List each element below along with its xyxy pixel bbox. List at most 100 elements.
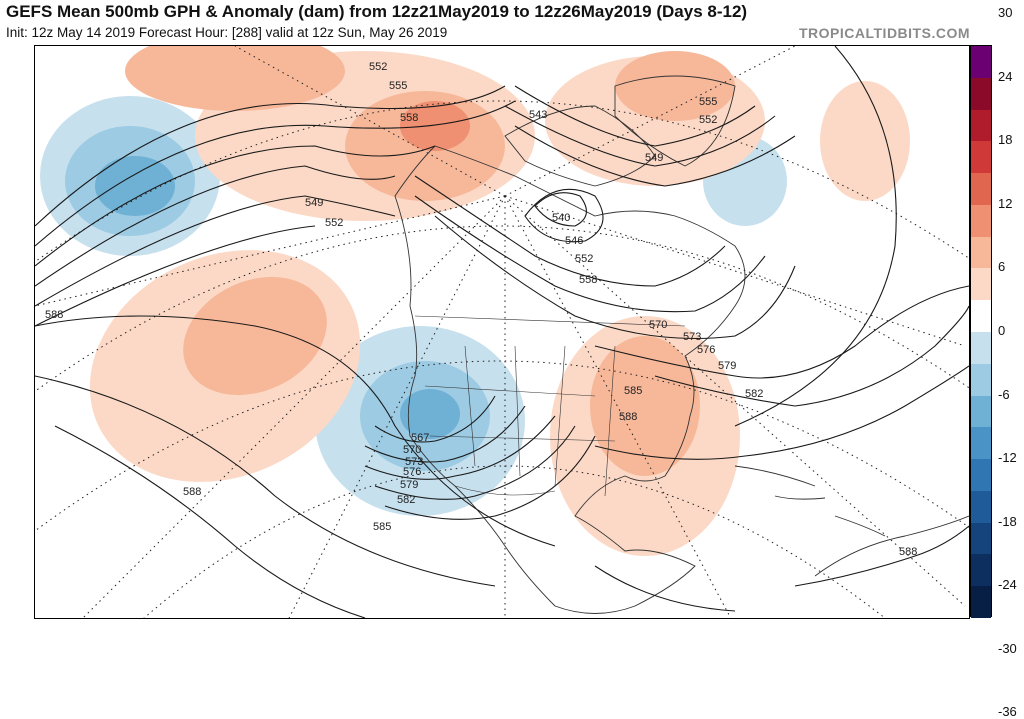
colorbar-segment [971, 173, 991, 206]
contour-label: 588 [183, 486, 201, 498]
longitude-line [82, 195, 506, 618]
contour-label: 570 [649, 319, 667, 331]
contour-line [794, 525, 969, 587]
colorbar-segment [971, 363, 991, 397]
colorbar-tick-label: 30 [998, 5, 1013, 21]
contour-label: 555 [389, 80, 407, 92]
contour-line [524, 188, 604, 243]
anomaly-colorbar [970, 45, 992, 619]
positive-anomaly-area [820, 81, 910, 201]
negative-anomaly-area [95, 156, 175, 216]
greenland-outline [614, 75, 736, 167]
contour-line [364, 415, 556, 480]
contour-line [434, 215, 796, 340]
contour-label: 552 [575, 253, 593, 265]
positive-anomaly-area [125, 46, 345, 111]
colorbar-segment [971, 490, 991, 524]
contour-label: 552 [325, 217, 343, 229]
contour-label: 576 [697, 344, 715, 356]
contour-line [35, 85, 506, 227]
contour-line [374, 425, 576, 500]
longitude-line [35, 195, 506, 307]
map-subtitle: Init: 12z May 14 2019 Forecast Hour: [28… [6, 25, 448, 40]
latitude-line [35, 100, 969, 263]
longitude-line [504, 195, 966, 607]
colorbar-tick-label: -24 [998, 577, 1017, 593]
contour-label: 546 [565, 235, 583, 247]
colorbar-segment [971, 554, 991, 587]
colorbar-tick-label: -18 [998, 513, 1017, 529]
contour-label: 576 [403, 466, 421, 478]
graticule [35, 46, 969, 618]
contour-line [514, 125, 796, 187]
contour-label: 558 [400, 112, 418, 124]
contour-label: 549 [645, 152, 663, 164]
contour-line [594, 565, 736, 612]
contour-line [414, 195, 766, 313]
positive-anomaly-area [590, 336, 700, 476]
anomaly-shading [40, 46, 910, 556]
colorbar-segment [971, 300, 991, 333]
weather-map: 552 555 558 549 552 543 540 546 552 558 … [35, 46, 969, 618]
contour-label: 549 [305, 197, 323, 209]
contour-line [734, 46, 897, 427]
colorbar-segment [971, 586, 991, 619]
contour-line [35, 375, 496, 587]
negative-anomaly-area [400, 389, 460, 439]
colorbar-segment [971, 46, 991, 79]
colorbar-segment [971, 236, 991, 269]
latitude-line [35, 360, 969, 532]
arctic-islands-outline [504, 105, 656, 187]
contour-line [594, 285, 969, 379]
contour-label: 582 [745, 388, 763, 400]
colorbar-tick-label: 6 [998, 259, 1006, 275]
contour-label: 585 [373, 521, 391, 533]
colorbar-tick-label: 18 [998, 132, 1013, 148]
contour-line [54, 425, 366, 618]
colorbar-tick-label: -36 [998, 704, 1017, 719]
height-contours [35, 46, 969, 618]
colorbar-segment [971, 459, 991, 492]
colorbar-tick-label: -12 [998, 450, 1017, 466]
coastlines [394, 75, 969, 614]
state-borders [424, 345, 616, 497]
south-america-outline [814, 515, 969, 577]
contour-label: 552 [699, 114, 717, 126]
colorbar-segment [971, 522, 991, 555]
caribbean-islands-outline [734, 465, 886, 537]
contour-label: 558 [579, 274, 597, 286]
brand-watermark: TROPICALTIDBITS.COM [798, 25, 970, 41]
contour-line [384, 435, 596, 520]
colorbar-tick-label: -6 [998, 386, 1010, 402]
contour-line [35, 165, 396, 287]
positive-anomaly-area [183, 276, 327, 396]
contour-label: 552 [369, 61, 387, 73]
map-title: GEFS Mean 500mb GPH & Anomaly (dam) from… [6, 2, 748, 21]
colorbar-tick-label: -30 [998, 640, 1017, 656]
contour-line [504, 105, 776, 167]
contour-label: 567 [411, 432, 429, 444]
contour-label: 588 [619, 411, 637, 423]
colorbar-segment [971, 332, 991, 365]
map-panel: 552 555 558 549 552 543 540 546 552 558 … [34, 45, 970, 619]
contour-line [594, 365, 969, 460]
contour-label: 582 [397, 494, 415, 506]
longitude-line [288, 195, 506, 618]
contour-label: 573 [683, 331, 701, 343]
political-borders [414, 315, 686, 497]
contour-label: 588 [45, 309, 63, 321]
colorbar-segment [971, 141, 991, 174]
contour-label: 585 [624, 385, 642, 397]
longitude-line [234, 46, 506, 197]
colorbar-segment [971, 427, 991, 460]
contour-label: 588 [899, 546, 917, 558]
contour-label: 579 [718, 360, 736, 372]
us-mexico-border [454, 485, 556, 496]
colorbar-segment [971, 268, 991, 301]
contour-labels: 552 555 558 549 552 543 540 546 552 558 … [45, 61, 917, 558]
north-america-outline [394, 145, 746, 614]
contour-line [654, 305, 969, 407]
contour-line [35, 100, 516, 247]
colorbar-tick-label: 0 [998, 323, 1006, 338]
positive-anomaly-area [615, 51, 735, 121]
